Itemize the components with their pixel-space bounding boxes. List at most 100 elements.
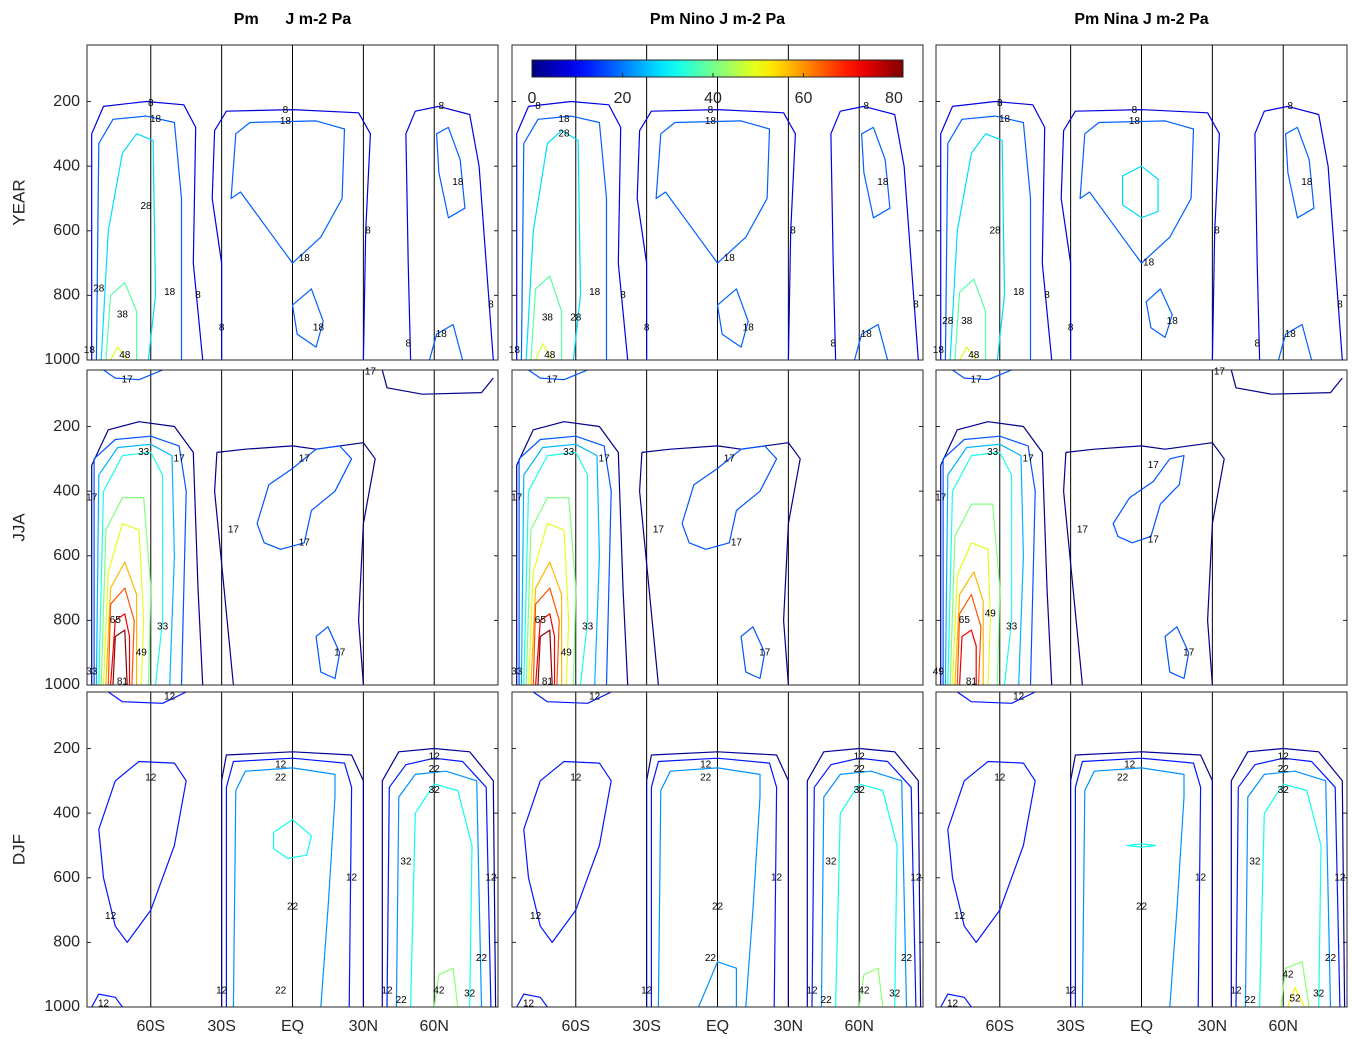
contour-label: 8: [708, 105, 714, 116]
contour-line: [230, 120, 346, 264]
contour-label: 17: [547, 374, 559, 385]
contour-label: 17: [759, 647, 771, 658]
colorbar-tick-label: 40: [704, 90, 722, 107]
contour-line: [525, 130, 582, 360]
contour-line: [1074, 757, 1202, 1007]
contour-line: [858, 967, 884, 1007]
contour-label: 28: [558, 128, 570, 139]
contour-line: [520, 443, 601, 685]
contour-label: 32: [1278, 785, 1290, 796]
contour-label: 12: [105, 911, 117, 922]
axes-frame: [935, 44, 1348, 361]
x-tick-label: EQ: [1130, 1018, 1153, 1035]
contour-label: 18: [1013, 287, 1025, 298]
contour-line: [102, 522, 145, 685]
contour-label: 12: [1065, 985, 1077, 996]
contour-layer: [516, 100, 919, 360]
contour-layer: [516, 370, 801, 685]
contour-line: [944, 115, 1032, 360]
contour-label: 33: [563, 447, 575, 458]
y-axis-label: JJA: [9, 513, 28, 542]
contour-line: [523, 451, 589, 685]
contour-label: 22: [1278, 764, 1290, 775]
y-tick-label: 600: [53, 869, 80, 886]
contour-line: [530, 561, 563, 685]
contour-label: 18: [164, 287, 176, 298]
contour-line: [1060, 108, 1221, 360]
contour-line: [100, 497, 152, 685]
contour-label: 18: [1129, 116, 1141, 127]
contour-line: [93, 435, 187, 685]
contour-line: [1126, 843, 1157, 848]
contour-label: 12: [346, 872, 358, 883]
contour-line: [830, 105, 919, 360]
contour-line: [381, 370, 494, 395]
contour-line: [1079, 120, 1195, 264]
contour-label: 22: [1245, 995, 1257, 1006]
contour-label: 12: [947, 998, 959, 1009]
contour-label: 8: [283, 105, 289, 116]
x-tick-label: 60S: [562, 1018, 590, 1035]
contour-label: 22: [901, 953, 913, 964]
contour-label: 17: [86, 492, 98, 503]
contour-label: 17: [653, 525, 665, 536]
contour-line: [105, 561, 138, 685]
contour-label: 8: [1254, 338, 1260, 349]
contour-label: 12: [954, 911, 966, 922]
contour-line: [428, 323, 464, 360]
axes-frame: [86, 369, 499, 686]
contour-label: 12: [589, 691, 601, 702]
contour-label: 17: [1148, 460, 1160, 471]
x-tick-label: EQ: [281, 1018, 304, 1035]
x-tick-label: 60S: [986, 1018, 1014, 1035]
contour-label: 22: [821, 995, 833, 1006]
contour-line: [645, 751, 790, 1007]
contour-line: [535, 613, 556, 685]
contour-layer: [91, 370, 494, 685]
contour-label: 28: [93, 284, 105, 295]
contour-label: 22: [429, 764, 441, 775]
contour-label: 12: [530, 911, 542, 922]
contour-label: 22: [1117, 772, 1129, 783]
contour-label: 22: [705, 953, 717, 964]
contour-line: [516, 100, 629, 360]
colorbar-tick-label: 20: [614, 90, 632, 107]
contour-label: 33: [86, 667, 98, 678]
contour-label: 28: [989, 225, 1001, 236]
contour-label: 33: [511, 667, 523, 678]
y-tick-label: 200: [53, 740, 80, 757]
contour-label: 22: [1325, 953, 1337, 964]
contour-label: 17: [599, 453, 611, 464]
panel: 60S 30S EQ 30N 60N12121212122212122212223232…: [935, 691, 1348, 1035]
contour-label: 17: [511, 492, 523, 503]
y-tick-label: 600: [53, 222, 80, 239]
contour-label: 18: [705, 116, 717, 127]
contour-layer: [91, 692, 497, 1007]
contour-line: [518, 435, 612, 685]
contour-label: 8: [913, 300, 919, 311]
contour-label: 18: [1167, 316, 1179, 327]
contour-line: [436, 126, 466, 219]
contour-label: 17: [299, 537, 311, 548]
contour-label: 18: [999, 114, 1011, 125]
contour-label: 65: [959, 615, 971, 626]
contour-label: 8: [1132, 105, 1138, 116]
contour-line: [112, 629, 128, 685]
contour-line: [110, 346, 128, 360]
panel: 17 33 17 17 33 49 65 81 33 17 17 17 17: [511, 369, 924, 687]
contour-line: [535, 343, 553, 360]
contour-label: 49: [933, 667, 945, 678]
contour-label: 32: [464, 989, 476, 1000]
contour-line: [951, 542, 991, 685]
contour-line: [433, 967, 459, 1007]
contour-label: 12: [1334, 872, 1346, 883]
contour-label: 22: [275, 772, 287, 783]
contour-label: 12: [806, 985, 818, 996]
contour-line: [225, 757, 353, 1007]
contour-label: 17: [1183, 647, 1195, 658]
axes-frame: [935, 691, 1348, 1008]
contour-label: 17: [299, 453, 311, 464]
contour-label: 18: [509, 345, 521, 356]
